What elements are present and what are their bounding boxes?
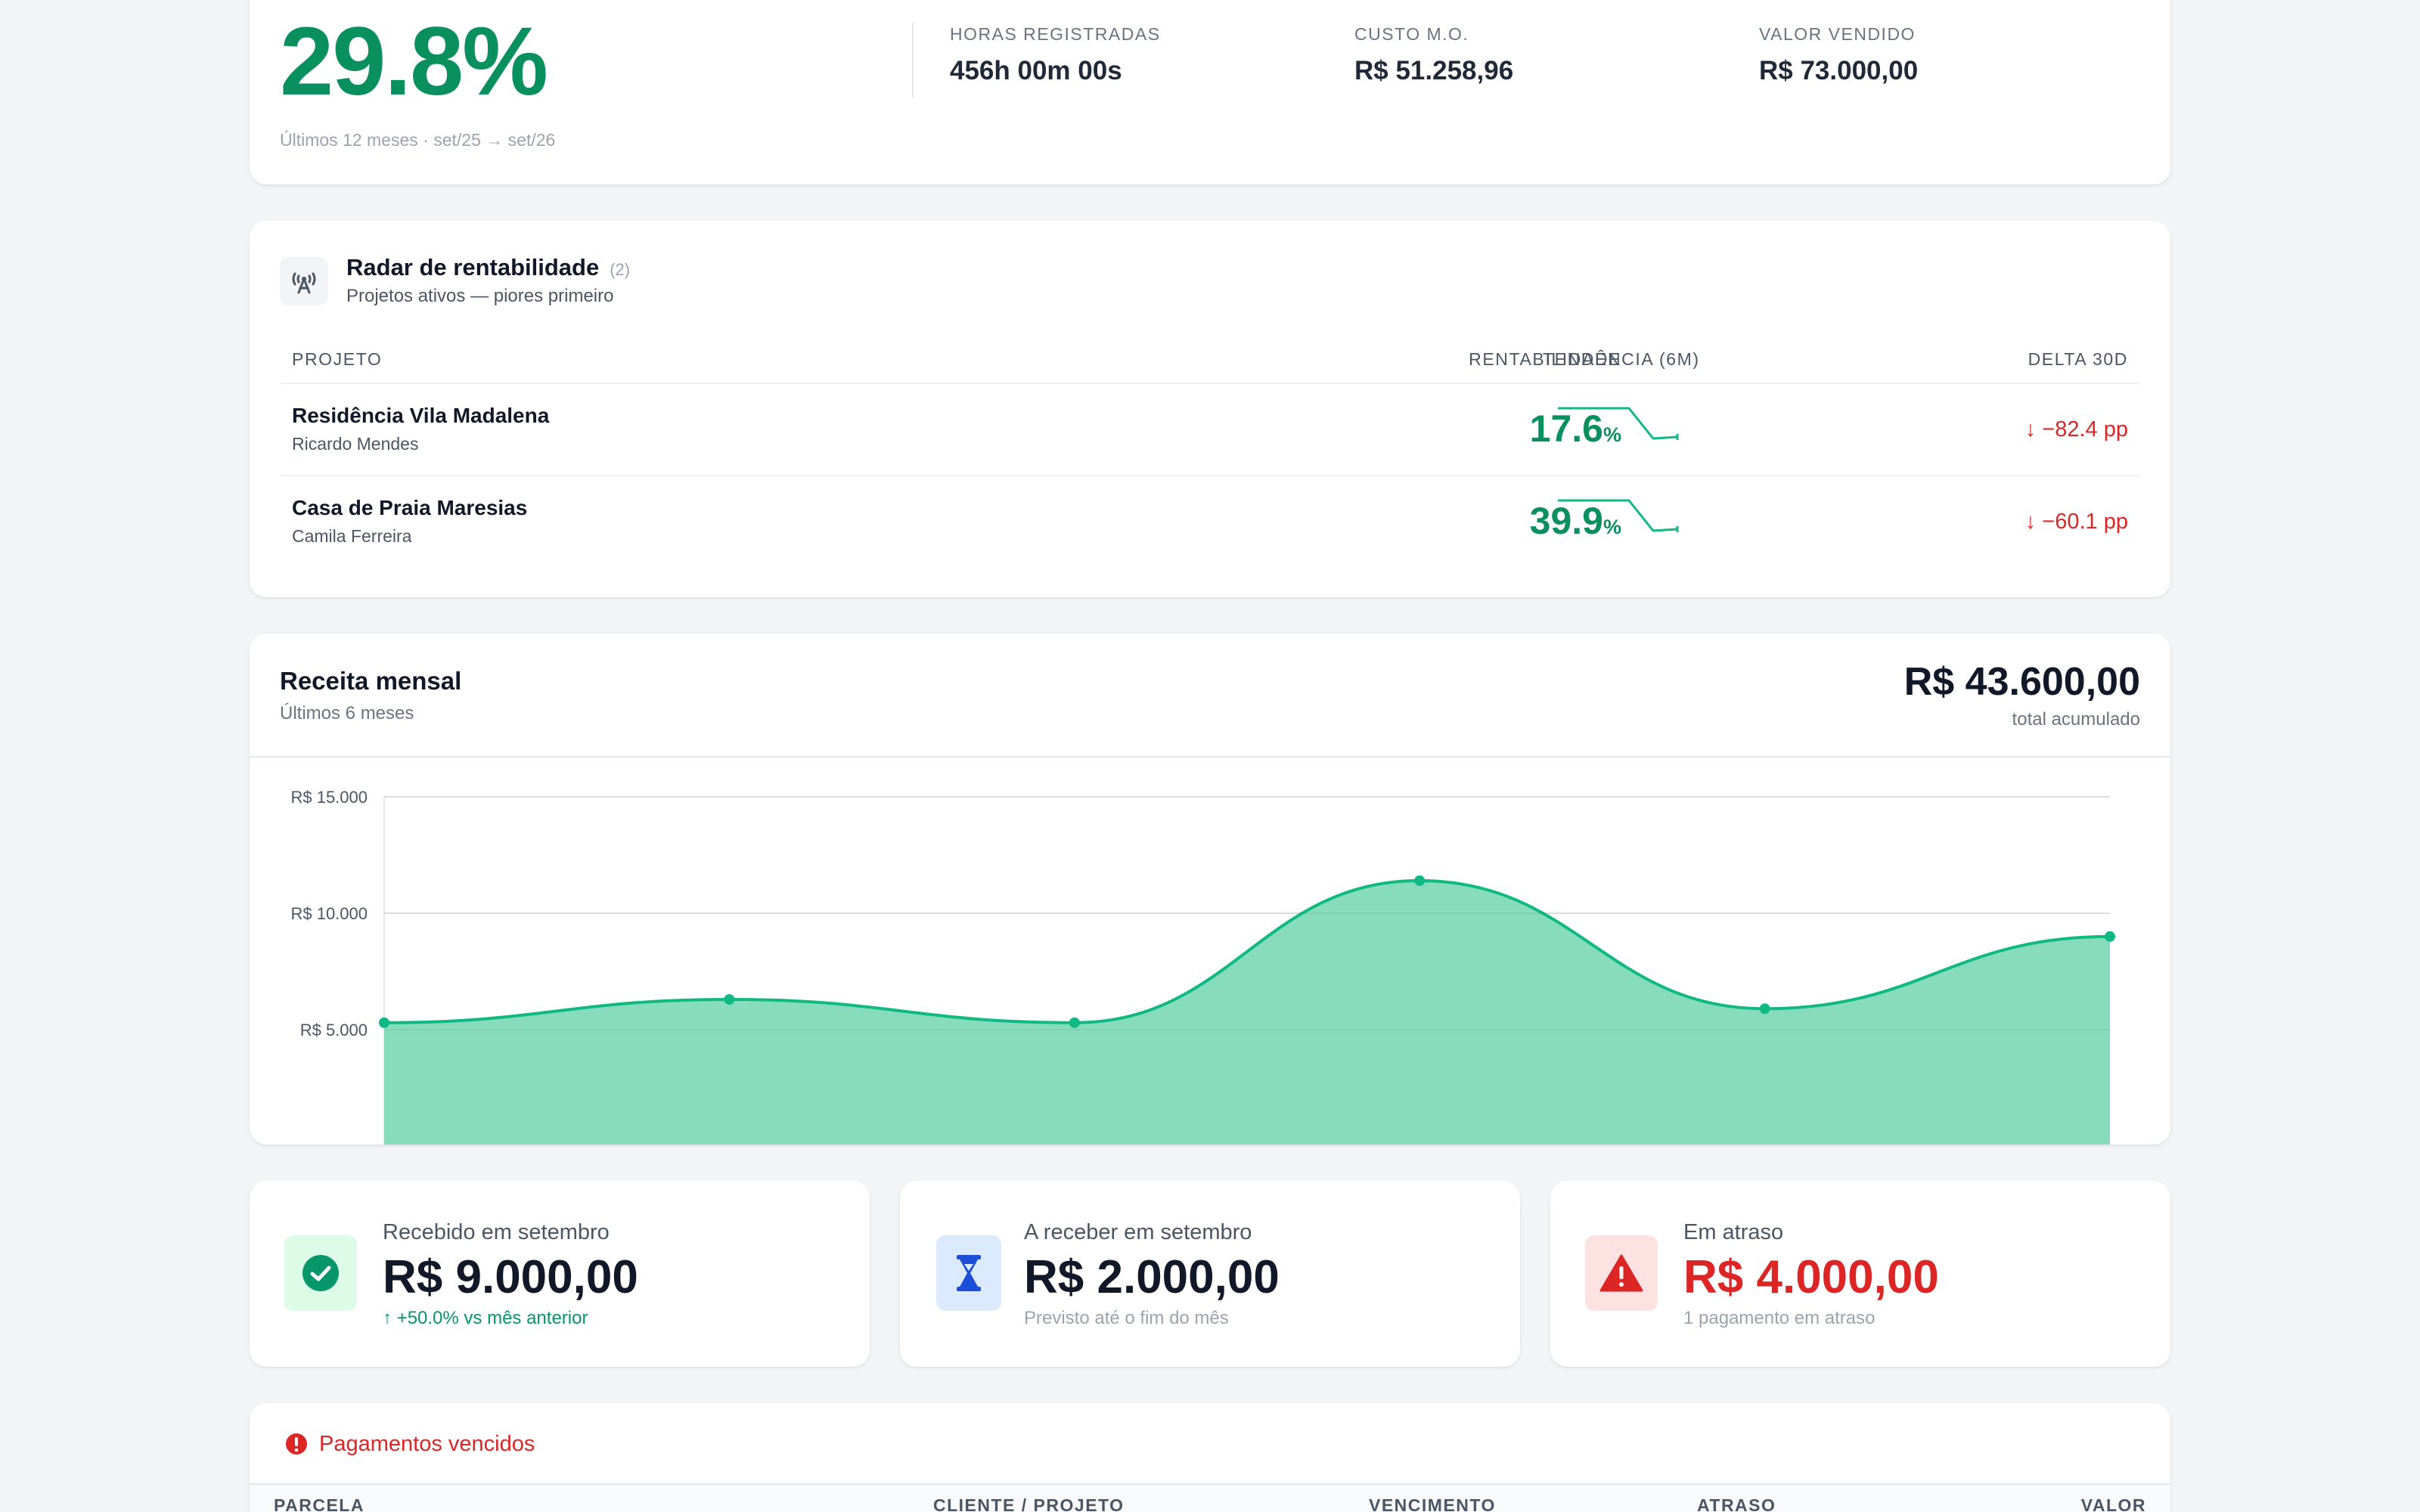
overdue-value: R$ 4.000,00 — [1683, 1251, 1939, 1303]
received-change-text: +50.0% vs mês anterior — [396, 1308, 588, 1328]
project-name: Residência Vila Madalena — [292, 404, 550, 427]
column-header-due-date[interactable]: VENCIMENTO — [1369, 1495, 1496, 1512]
revenue-area-chart: R$ 5.000 R$ 10.000 R$ 15.000 — [290, 788, 2115, 1145]
sold-value-label: VALOR VENDIDO — [1759, 24, 1916, 44]
column-header-delay[interactable]: ATRASO — [1697, 1495, 1776, 1512]
revenue-line — [383, 878, 2111, 1024]
trend-sparkline — [1558, 407, 1679, 440]
arrow-up-icon: ↑ — [383, 1308, 392, 1328]
labor-cost-label: CUSTO M.O. — [1354, 24, 1469, 44]
overdue-payments-card: Pagamentos vencidos PARCELA CLIENTE / PR… — [250, 1403, 2170, 1512]
revenue-total: R$ 43.600,00 — [1903, 660, 2140, 704]
warning-triangle-icon — [1585, 1235, 1658, 1311]
table-row[interactable] — [280, 476, 2140, 565]
receivable-note: Previsto até o fim do mês — [1024, 1308, 1229, 1328]
monthly-revenue-card: Receita mensal Últimos 6 meses R$ 43.600… — [250, 634, 2170, 1145]
receivable-value: R$ 2.000,00 — [1024, 1251, 1280, 1303]
receivable-label: A receber em setembro — [1024, 1220, 1252, 1244]
y-tick-label: R$ 5.000 — [300, 1021, 368, 1040]
row-divider — [280, 475, 2140, 476]
radar-count: (2) — [610, 260, 631, 279]
delta-30d: ↓ −82.4 pp — [2025, 417, 2128, 442]
alert-circle-icon — [284, 1432, 309, 1460]
column-header-project[interactable]: PROJETO — [292, 349, 383, 369]
profitability-unit: % — [1602, 423, 1621, 446]
delta-value: −60.1 pp — [2042, 510, 2128, 534]
overdue-note: 1 pagamento em atraso — [1683, 1308, 1876, 1328]
profitability-radar-card: Radar de rentabilidade (2) Projetos ativo… — [250, 221, 2170, 597]
row-divider — [280, 383, 2140, 384]
received-value: R$ 9.000,00 — [383, 1251, 638, 1303]
received-label: Recebido em setembro — [383, 1220, 610, 1244]
y-tick-label: R$ 15.000 — [290, 788, 368, 807]
trend-sparkline — [1558, 499, 1679, 532]
column-header-amount[interactable]: VALOR — [2080, 1495, 2146, 1512]
labor-cost-value: R$ 51.258,96 — [1354, 56, 1514, 85]
receivable-summary-card: A receber em setembro R$ 2.000,00 Previs… — [900, 1181, 1520, 1367]
column-header-client-project[interactable]: CLIENTE / PROJETO — [933, 1495, 1125, 1512]
overdue-label: Em atraso — [1683, 1220, 1784, 1244]
revenue-divider — [250, 756, 2170, 758]
hours-label: HORAS REGISTRADAS — [950, 24, 1161, 44]
column-header-profitability[interactable]: RENTABILIDADE — [1469, 349, 1621, 369]
profitability-unit: % — [1602, 516, 1621, 538]
column-header-trend[interactable]: TENDÊNCIA (6M) — [1543, 349, 1700, 369]
data-point — [1069, 1017, 1080, 1028]
hourglass-icon — [936, 1235, 1001, 1311]
profitability-value: 17.6% — [1530, 407, 1621, 451]
data-point — [1759, 1003, 1770, 1015]
data-point — [724, 993, 735, 1005]
radar-title: Radar de rentabilidade (2) — [346, 254, 630, 281]
received-summary-card: Recebido em setembro R$ 9.000,00 ↑ +50.0… — [250, 1181, 870, 1367]
overdue-payments-title: Pagamentos vencidos — [319, 1432, 535, 1456]
project-owner: Ricardo Mendes — [292, 434, 419, 454]
profitability-value: 39.9% — [1530, 499, 1621, 543]
profitability-kpi-card: 29.8% Últimos 12 meses · set/25 → set/26… — [250, 0, 2170, 184]
revenue-title: Receita mensal — [280, 667, 462, 695]
profitability-percentage: 29.8% — [280, 8, 548, 116]
delta-value: −82.4 pp — [2042, 417, 2128, 442]
data-point — [1414, 875, 1426, 886]
kpi-period: Últimos 12 meses · set/25 → set/26 — [280, 130, 556, 150]
radar-subtitle: Projetos ativos — piores primeiro — [346, 286, 614, 306]
table-row[interactable] — [280, 384, 2140, 473]
profitability-number: 17.6 — [1529, 407, 1603, 450]
data-point — [379, 1017, 389, 1028]
project-owner: Camila Ferreira — [292, 526, 412, 546]
radar-title-text: Radar de rentabilidade — [346, 254, 600, 280]
sold-value: R$ 73.000,00 — [1759, 56, 1919, 85]
data-point — [2105, 931, 2115, 942]
project-name: Casa de Praia Maresias — [292, 496, 528, 519]
revenue-area — [384, 880, 2110, 1145]
revenue-subtitle: Últimos 6 meses — [280, 703, 414, 723]
profitability-number: 39.9 — [1529, 500, 1603, 542]
column-header-delta[interactable]: DELTA 30D — [2028, 349, 2128, 369]
overdue-table-header — [250, 1483, 2170, 1512]
check-circle-icon — [284, 1235, 357, 1311]
arrow-down-icon: ↓ — [2024, 510, 2037, 534]
delta-30d: ↓ −60.1 pp — [2025, 510, 2128, 534]
hours-value: 456h 00m 00s — [950, 56, 1122, 85]
overdue-summary-card: Em atraso R$ 4.000,00 1 pagamento em atr… — [1550, 1181, 2170, 1367]
arrow-down-icon: ↓ — [2024, 417, 2037, 442]
column-header-installment[interactable]: PARCELA — [274, 1495, 365, 1512]
y-tick-label: R$ 10.000 — [290, 904, 368, 923]
received-change: ↑ +50.0% vs mês anterior — [383, 1308, 588, 1329]
revenue-total-label: total acumulado — [2012, 709, 2140, 730]
kpi-divider — [912, 23, 914, 98]
radar-icon — [280, 257, 328, 305]
